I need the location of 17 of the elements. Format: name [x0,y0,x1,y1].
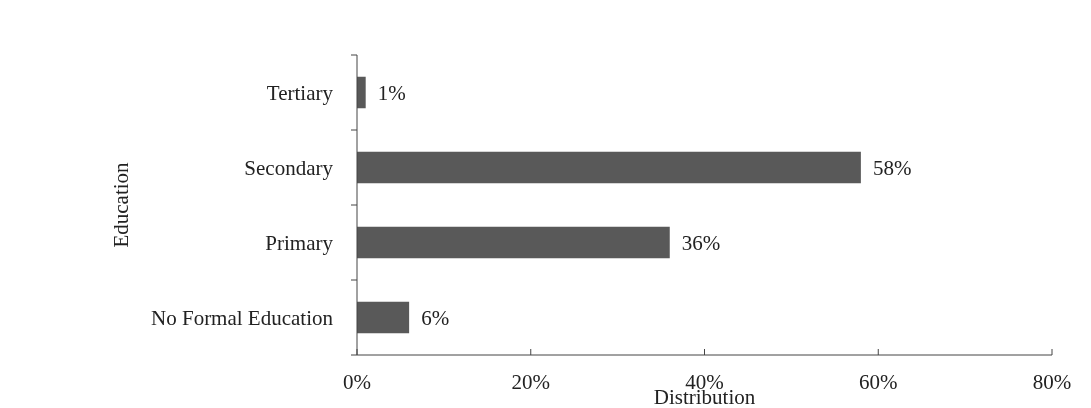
bar [357,151,861,184]
x-tick-label: 20% [511,370,550,394]
x-tick-label: 0% [343,370,371,394]
x-tick-label: 80% [1032,370,1072,394]
data-label: 58% [872,155,912,180]
bar [357,226,670,259]
data-label: 36% [681,230,721,255]
data-label: 6% [421,305,450,330]
y-axis-title: Education [109,161,133,248]
data-label: 1% [377,80,406,105]
bar [357,76,366,109]
y-tick-label: Tertiary [266,80,334,105]
y-tick-label: Secondary [244,155,334,180]
y-tick-label: Primary [265,230,334,255]
bar [357,301,410,334]
x-tick-label: 60% [859,370,898,394]
y-tick-label: No Formal Education [151,305,334,330]
